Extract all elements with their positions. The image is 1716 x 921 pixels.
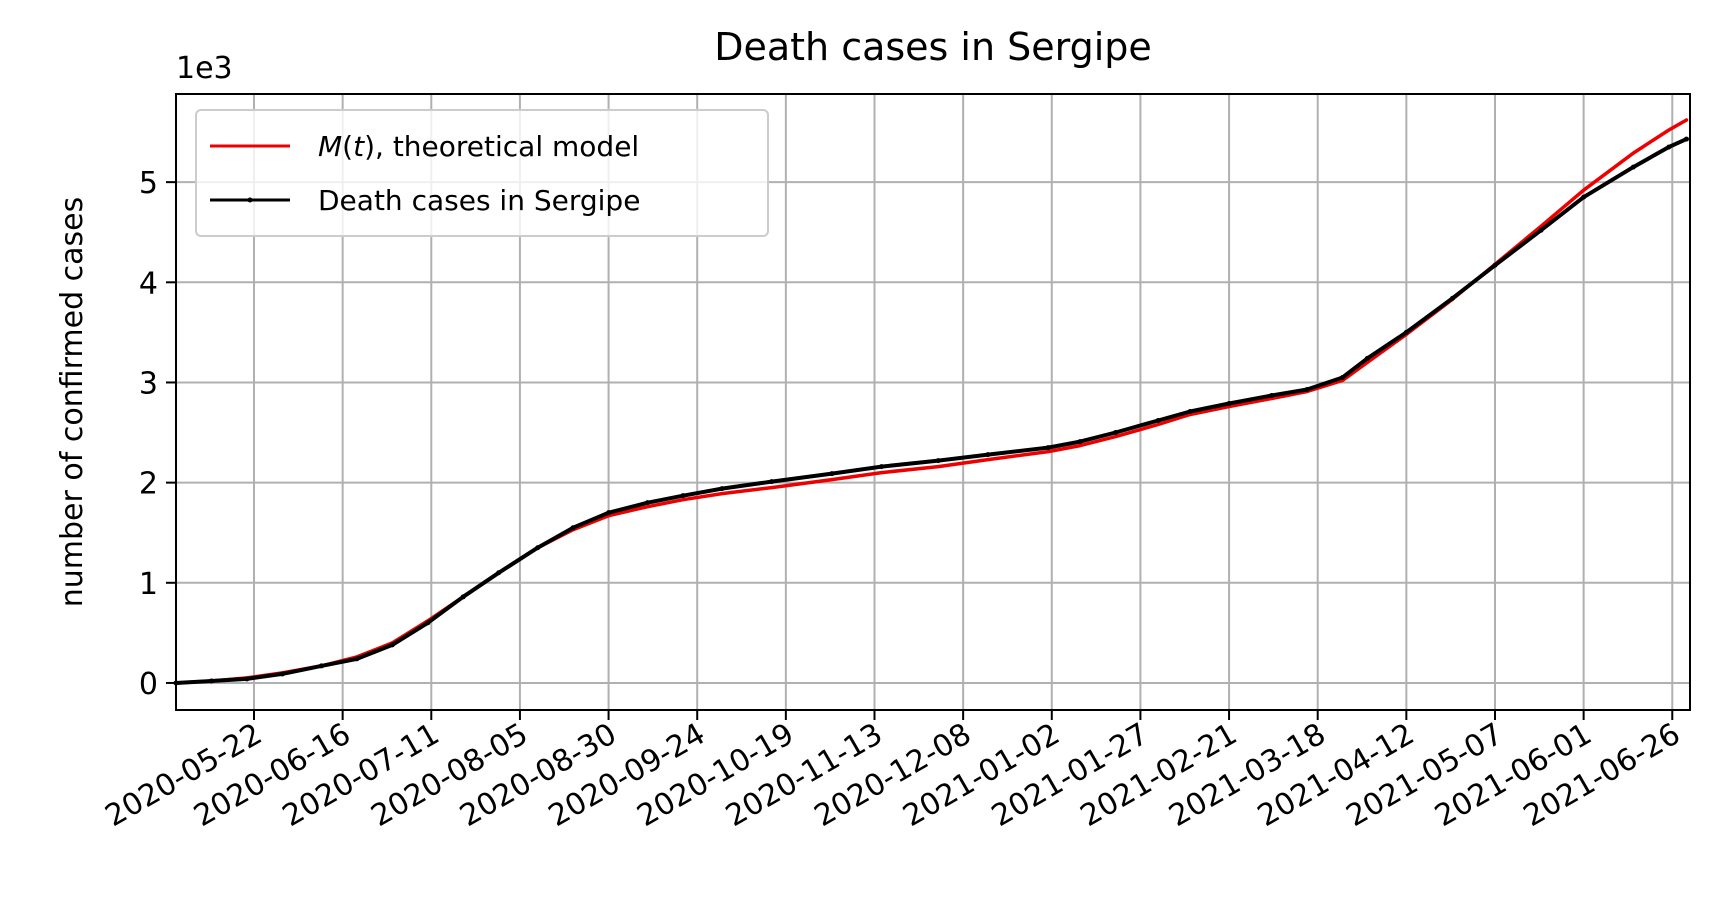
deaths-data-point [985, 452, 991, 458]
legend-model-paren: ( [342, 130, 353, 163]
legend-box [195, 109, 769, 237]
deaths-data-point [1077, 439, 1083, 445]
deaths-data-point [1683, 136, 1689, 142]
deaths-data-point [1269, 392, 1275, 398]
legend-marker-deaths [247, 197, 253, 203]
deaths-data-point [719, 486, 725, 492]
y-tick-label: 0 [139, 667, 158, 702]
y-tick-label: 5 [139, 166, 158, 201]
y-tick-label: 2 [139, 467, 158, 502]
y-axis-label: number of confirmed cases [55, 197, 90, 608]
deaths-data-point [389, 642, 395, 648]
deaths-data-point [1403, 329, 1409, 335]
y-axis: 0 1 2 3 4 5 [139, 166, 176, 702]
legend-entry-model: M(t), theoretical model [318, 130, 639, 163]
deaths-data-point [1113, 430, 1119, 436]
legend: M(t), theoretical model Death cases in S… [195, 109, 769, 237]
deaths-data-point [1364, 355, 1370, 361]
y-tick-label: 1 [139, 567, 158, 602]
deaths-data-point [1538, 227, 1544, 233]
deaths-data-point [769, 479, 775, 485]
series-layer [173, 118, 1689, 686]
deaths-data-point [208, 678, 214, 684]
deaths-data-point [318, 663, 324, 669]
deaths-data-point [1581, 194, 1587, 200]
deaths-data-point [1304, 386, 1310, 392]
y-tick-label: 3 [139, 366, 158, 401]
deaths-data-point [1449, 295, 1455, 301]
deaths-data-point [1155, 418, 1161, 424]
y-offset-label: 1e3 [176, 51, 233, 86]
deaths-data-point [1226, 401, 1232, 407]
deaths-data-point [680, 493, 686, 499]
deaths-data-point [496, 570, 502, 576]
deaths-data-point [645, 500, 651, 506]
deaths-data-point [1187, 409, 1193, 415]
deaths-data-point [1340, 374, 1346, 380]
deaths-data-point [279, 671, 285, 677]
legend-entry-deaths: Death cases in Sergipe [318, 184, 640, 217]
y-tick-label: 4 [139, 266, 158, 301]
deaths-data-point [354, 656, 360, 662]
deaths-data-point [935, 458, 941, 464]
legend-model-prefix: M [318, 130, 342, 163]
plot-frame [175, 93, 1691, 711]
deaths-data-point [829, 471, 835, 477]
deaths-data-point [1492, 262, 1498, 268]
legend-model-var: t [353, 130, 365, 163]
deaths-data-point [1666, 144, 1672, 150]
chart-title: Death cases in Sergipe [714, 25, 1152, 69]
deaths-data-point [879, 464, 885, 470]
deaths-data-point [460, 594, 466, 600]
deaths-data-point [425, 620, 431, 626]
deaths-data-point [1630, 164, 1636, 170]
legend-model-suffix: ), theoretical model [364, 130, 639, 163]
deaths-data-point [244, 676, 250, 682]
deaths-data-point [1045, 445, 1051, 451]
deaths-data-point [535, 545, 541, 551]
deaths-data-point [606, 510, 612, 516]
deaths-data-point [570, 525, 576, 531]
